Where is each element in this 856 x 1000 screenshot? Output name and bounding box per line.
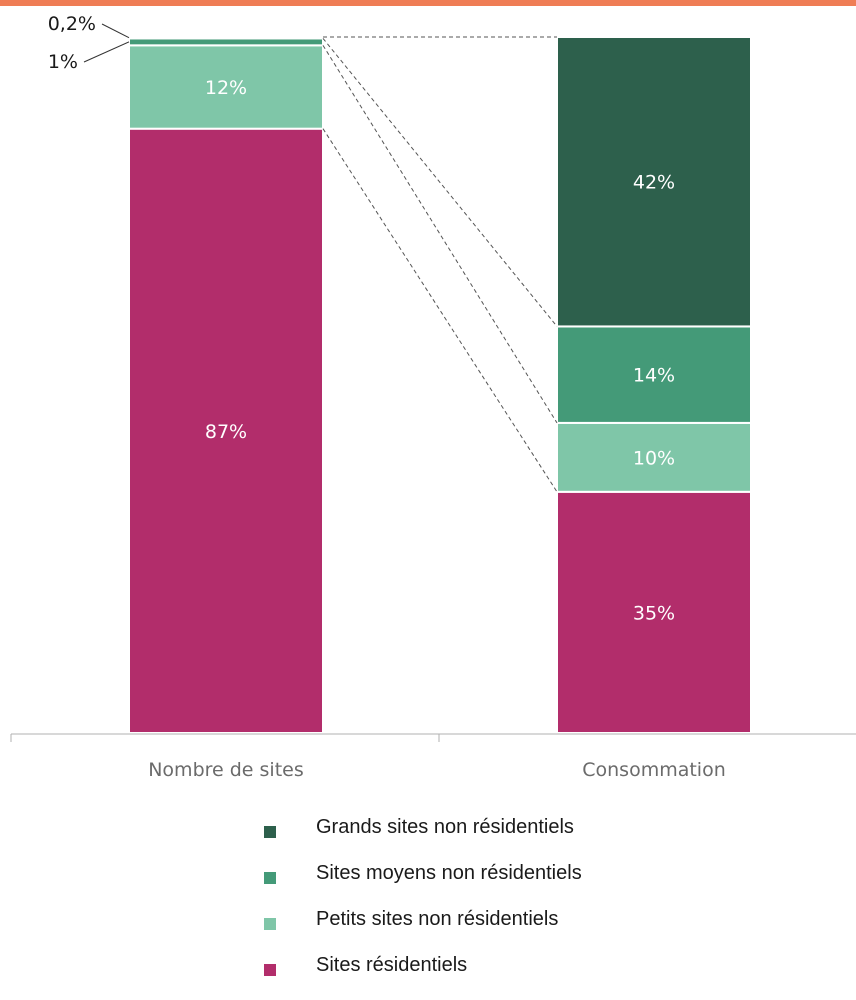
data-label-nombre-de-sites-petits: 12%	[205, 77, 247, 99]
legend-swatch-moyens	[264, 872, 276, 884]
data-label-consommation-petits: 10%	[633, 447, 675, 469]
data-label-consommation-residentiels: 35%	[633, 602, 675, 624]
data-label-nombre-de-sites-residentiels: 87%	[205, 421, 247, 443]
legend-swatch-grands	[264, 826, 276, 838]
data-label-consommation-moyens: 14%	[633, 365, 675, 387]
bar-nombre-de-sites-moyens	[128, 37, 324, 47]
bar-consommation-petits	[556, 421, 752, 493]
connector-line-residentiels	[322, 128, 558, 493]
top-accent-bar	[0, 0, 856, 6]
data-label-nombre-de-sites-grands: 0,2%	[48, 13, 96, 35]
bar-consommation-grands	[556, 36, 752, 328]
bar-consommation-moyens	[556, 325, 752, 424]
connector-line-moyens	[322, 38, 558, 327]
bar-nombre-de-sites-grands	[128, 36, 324, 40]
leader-line-nombre-de-sites-grands	[101, 23, 130, 39]
legend-label-petits: Petits sites non résidentiels	[316, 908, 559, 930]
bar-consommation-residentiels	[556, 490, 752, 735]
leader-line-nombre-de-sites-moyens	[83, 41, 130, 63]
bar-nombre-de-sites-residentiels	[128, 127, 324, 735]
legend-label-residentiels: Sites résidentiels	[316, 954, 468, 976]
data-label-consommation-grands: 42%	[633, 172, 675, 194]
stacked-bar-chart: 87% 12% 1% 0,2% 35% 10% 14% 42% Nombre de sites C…	[10, 13, 856, 781]
legend-label-moyens: Sites moyens non résidentiels	[316, 862, 582, 884]
legend-swatch-petits	[264, 918, 276, 930]
legend-swatch-residentiels	[264, 964, 276, 976]
connector-line-petits	[322, 45, 558, 424]
legend-label-grands: Grands sites non résidentiels	[316, 816, 574, 838]
data-label-nombre-de-sites-moyens: 1%	[48, 51, 78, 73]
bar-nombre-de-sites-petits	[128, 44, 324, 130]
x-tick-label-consommation: Consommation	[582, 759, 726, 781]
x-tick-label-nombre-de-sites: Nombre de sites	[148, 759, 304, 781]
